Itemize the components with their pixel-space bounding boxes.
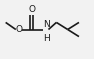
Text: O: O bbox=[15, 25, 22, 34]
Text: N: N bbox=[43, 20, 49, 29]
Text: O: O bbox=[28, 5, 35, 14]
Text: H: H bbox=[43, 34, 49, 43]
